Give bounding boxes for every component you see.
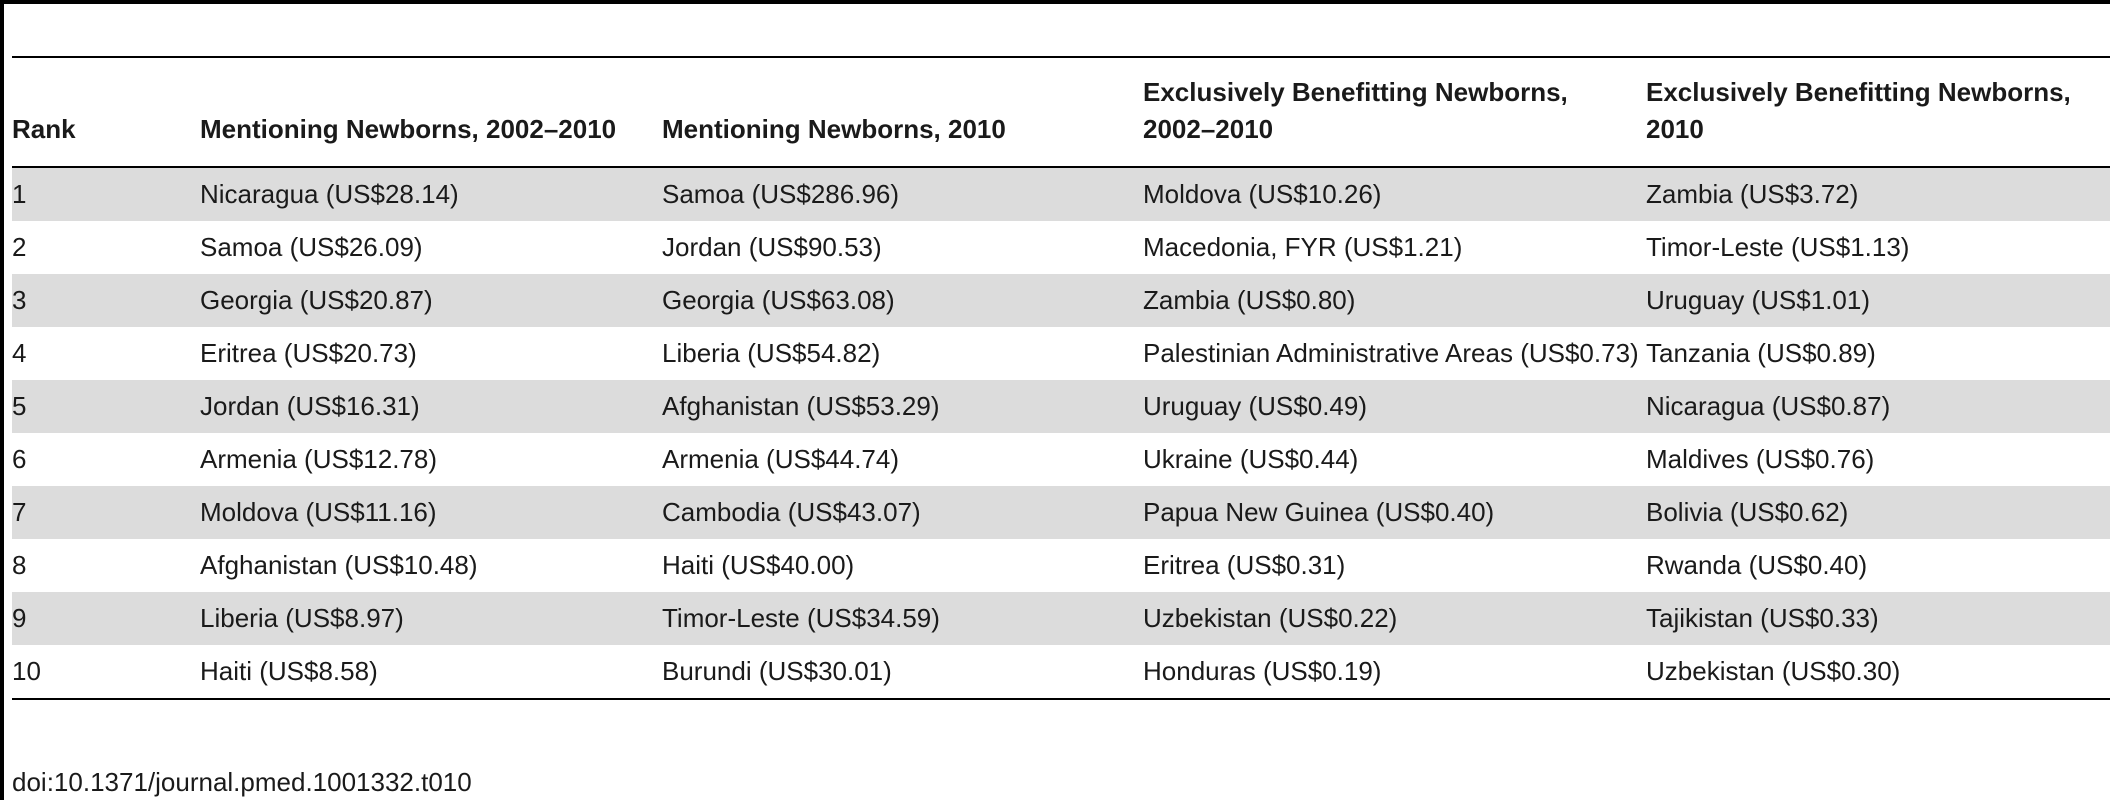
table-row: 6 Armenia (US$12.78) Armenia (US$44.74) …: [12, 433, 2110, 486]
cell-mentioning-2002-2010: Moldova (US$11.16): [200, 486, 662, 539]
cell-rank: 8: [12, 539, 200, 592]
cell-mentioning-2002-2010: Liberia (US$8.97): [200, 592, 662, 645]
cell-exclusive-2010: Tanzania (US$0.89): [1646, 327, 2110, 380]
cell-mentioning-2010: Burundi (US$30.01): [662, 645, 1143, 699]
table-row: 3 Georgia (US$20.87) Georgia (US$63.08) …: [12, 274, 2110, 327]
header-exclusive-2002-2010: Exclusively Benefitting Newborns, 2002–2…: [1143, 77, 1568, 144]
ranking-table-container: Rank Mentioning Newborns, 2002–2010 Ment…: [12, 56, 2110, 700]
table-row: 4 Eritrea (US$20.73) Liberia (US$54.82) …: [12, 327, 2110, 380]
cell-exclusive-2002-2010: Moldova (US$10.26): [1143, 167, 1646, 221]
cell-rank: 10: [12, 645, 200, 699]
table-row: 8 Afghanistan (US$10.48) Haiti (US$40.00…: [12, 539, 2110, 592]
cell-exclusive-2002-2010: Macedonia, FYR (US$1.21): [1143, 221, 1646, 274]
cell-exclusive-2010: Maldives (US$0.76): [1646, 433, 2110, 486]
cell-mentioning-2010: Armenia (US$44.74): [662, 433, 1143, 486]
table-row: 9 Liberia (US$8.97) Timor-Leste (US$34.5…: [12, 592, 2110, 645]
cell-rank: 3: [12, 274, 200, 327]
cell-mentioning-2002-2010: Haiti (US$8.58): [200, 645, 662, 699]
cell-exclusive-2002-2010: Uzbekistan (US$0.22): [1143, 592, 1646, 645]
table-header: Rank Mentioning Newborns, 2002–2010 Ment…: [12, 57, 2110, 167]
cell-rank: 9: [12, 592, 200, 645]
cell-exclusive-2002-2010: Papua New Guinea (US$0.40): [1143, 486, 1646, 539]
table-row: 10 Haiti (US$8.58) Burundi (US$30.01) Ho…: [12, 645, 2110, 699]
cell-mentioning-2002-2010: Nicaragua (US$28.14): [200, 167, 662, 221]
table-row: 2 Samoa (US$26.09) Jordan (US$90.53) Mac…: [12, 221, 2110, 274]
left-border-rule: [0, 0, 4, 800]
cell-exclusive-2002-2010: Ukraine (US$0.44): [1143, 433, 1646, 486]
cell-mentioning-2010: Haiti (US$40.00): [662, 539, 1143, 592]
cell-exclusive-2002-2010: Honduras (US$0.19): [1143, 645, 1646, 699]
cell-exclusive-2002-2010: Uruguay (US$0.49): [1143, 380, 1646, 433]
cell-rank: 2: [12, 221, 200, 274]
cell-mentioning-2002-2010: Afghanistan (US$10.48): [200, 539, 662, 592]
cell-mentioning-2010: Samoa (US$286.96): [662, 167, 1143, 221]
header-row: Rank Mentioning Newborns, 2002–2010 Ment…: [12, 57, 2110, 167]
cell-rank: 1: [12, 167, 200, 221]
cell-exclusive-2010: Uruguay (US$1.01): [1646, 274, 2110, 327]
cell-mentioning-2010: Cambodia (US$43.07): [662, 486, 1143, 539]
cell-exclusive-2010: Zambia (US$3.72): [1646, 167, 2110, 221]
cell-mentioning-2010: Afghanistan (US$53.29): [662, 380, 1143, 433]
header-mentioning-2010: Mentioning Newborns, 2010: [662, 114, 1006, 144]
cell-mentioning-2002-2010: Georgia (US$20.87): [200, 274, 662, 327]
table-row: 1 Nicaragua (US$28.14) Samoa (US$286.96)…: [12, 167, 2110, 221]
cell-exclusive-2010: Bolivia (US$0.62): [1646, 486, 2110, 539]
cell-rank: 4: [12, 327, 200, 380]
cell-mentioning-2010: Liberia (US$54.82): [662, 327, 1143, 380]
cell-mentioning-2010: Georgia (US$63.08): [662, 274, 1143, 327]
cell-exclusive-2010: Rwanda (US$0.40): [1646, 539, 2110, 592]
cell-exclusive-2002-2010: Eritrea (US$0.31): [1143, 539, 1646, 592]
top-border-rule: [0, 0, 2110, 4]
table-body: 1 Nicaragua (US$28.14) Samoa (US$286.96)…: [12, 167, 2110, 699]
header-mentioning-2002-2010: Mentioning Newborns, 2002–2010: [200, 114, 617, 144]
doi-caption: doi:10.1371/journal.pmed.1001332.t010: [12, 767, 472, 797]
header-exclusive-2010: Exclusively Benefitting Newborns, 2010: [1646, 77, 2071, 144]
cell-mentioning-2002-2010: Armenia (US$12.78): [200, 433, 662, 486]
cell-rank: 5: [12, 380, 200, 433]
cell-rank: 6: [12, 433, 200, 486]
cell-mentioning-2002-2010: Jordan (US$16.31): [200, 380, 662, 433]
cell-mentioning-2002-2010: Eritrea (US$20.73): [200, 327, 662, 380]
cell-mentioning-2002-2010: Samoa (US$26.09): [200, 221, 662, 274]
cell-exclusive-2010: Uzbekistan (US$0.30): [1646, 645, 2110, 699]
ranking-table: Rank Mentioning Newborns, 2002–2010 Ment…: [12, 56, 2110, 700]
table-row: 5 Jordan (US$16.31) Afghanistan (US$53.2…: [12, 380, 2110, 433]
cell-mentioning-2010: Timor-Leste (US$34.59): [662, 592, 1143, 645]
cell-mentioning-2010: Jordan (US$90.53): [662, 221, 1143, 274]
cell-exclusive-2010: Timor-Leste (US$1.13): [1646, 221, 2110, 274]
cell-exclusive-2010: Nicaragua (US$0.87): [1646, 380, 2110, 433]
cell-exclusive-2010: Tajikistan (US$0.33): [1646, 592, 2110, 645]
cell-rank: 7: [12, 486, 200, 539]
table-row: 7 Moldova (US$11.16) Cambodia (US$43.07)…: [12, 486, 2110, 539]
cell-exclusive-2002-2010: Zambia (US$0.80): [1143, 274, 1646, 327]
cell-exclusive-2002-2010: Palestinian Administrative Areas (US$0.7…: [1143, 327, 1646, 380]
header-rank: Rank: [12, 114, 76, 144]
